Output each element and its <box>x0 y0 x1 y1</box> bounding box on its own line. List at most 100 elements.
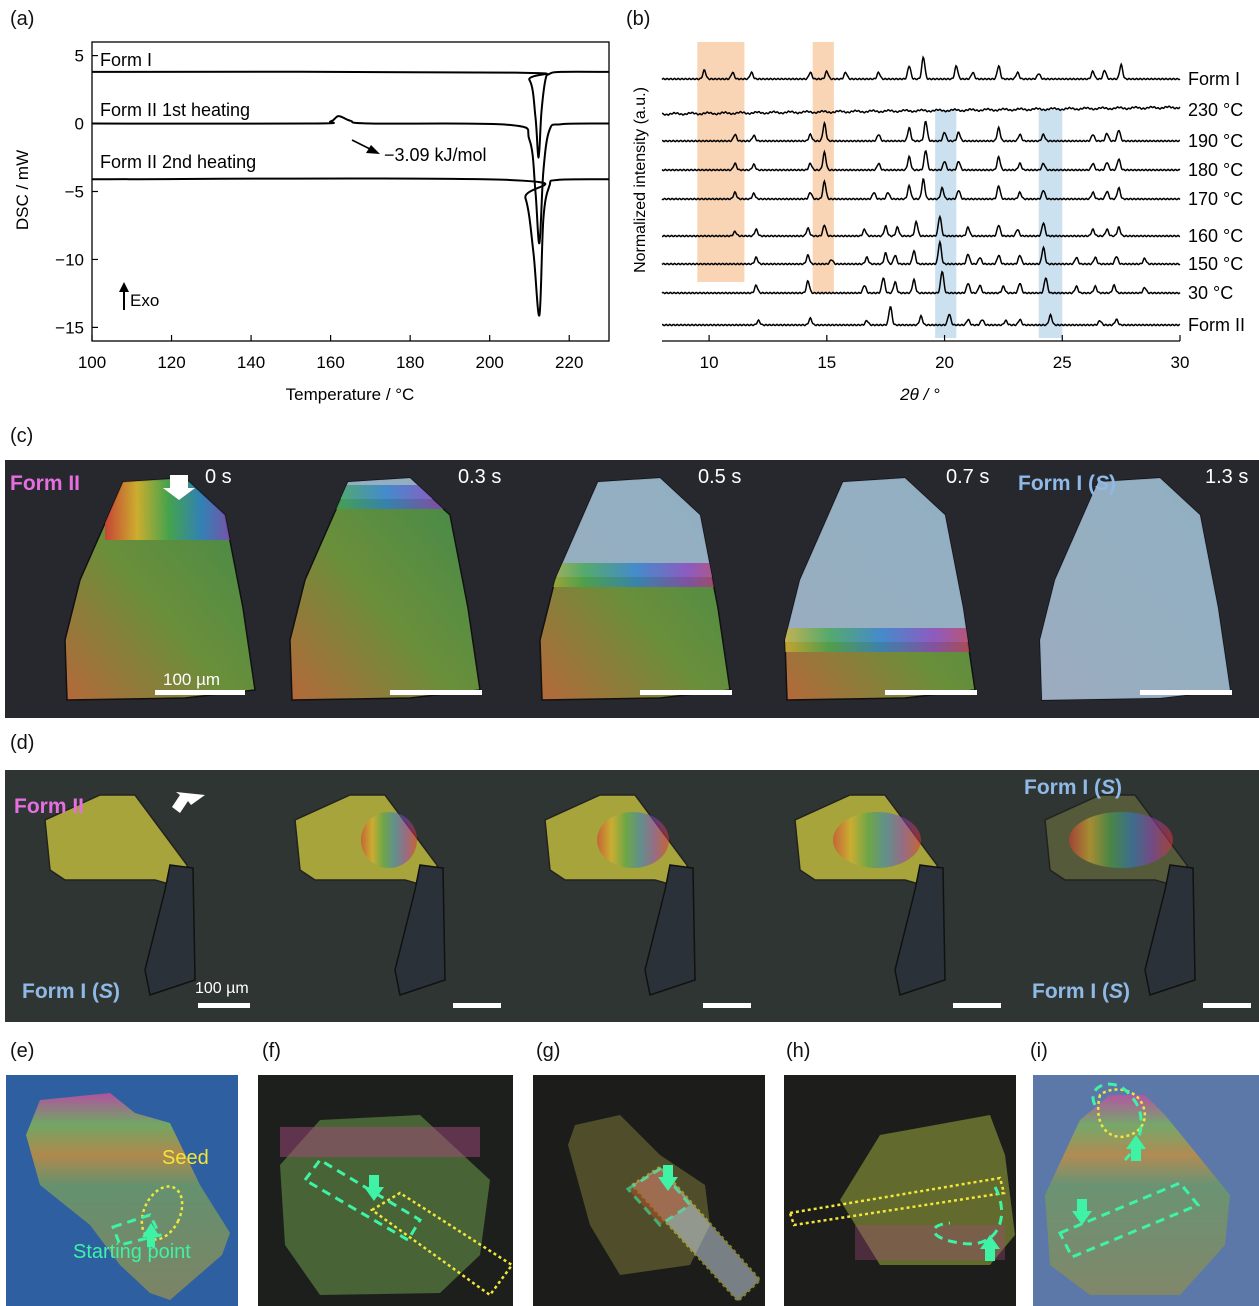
start-arrow-i-1 <box>1126 1135 1146 1161</box>
pxrd-series-labels: Form I 230 °C 190 °C 180 °C 170 °C 160 °C 150 … <box>1188 69 1245 335</box>
pxrd-axis-ticks: 10 15 20 25 30 <box>700 335 1190 372</box>
pxrd-xtick-label: 20 <box>935 353 954 372</box>
pxrd-xtick-label: 25 <box>1053 353 1072 372</box>
dsc-ytick-label: −15 <box>55 318 84 337</box>
start-outline-f <box>302 1158 423 1243</box>
c-scale-bar <box>1140 690 1232 695</box>
dsc-xtick-label: 180 <box>396 353 424 372</box>
d-transform-front <box>361 812 417 868</box>
c-scale-bar <box>390 690 482 695</box>
micrograph-strip-bottom <box>6 1075 1259 1306</box>
pxrd-series-4 <box>661 177 1181 201</box>
c-scale-bar <box>885 690 977 695</box>
d-scale-bar <box>453 1003 501 1008</box>
pxrd-series-label: Form I <box>1188 69 1240 89</box>
d-seed-crystal <box>644 864 696 996</box>
d-seed-crystal <box>394 864 446 996</box>
d-transform-front <box>597 812 669 868</box>
enthalpy-annotation: −3.09 kJ/mol <box>384 145 487 165</box>
d-frame-1 <box>294 794 501 1008</box>
c-arrow-icon <box>163 475 195 500</box>
pxrd-series-label: 230 °C <box>1188 100 1243 120</box>
start-outline-e <box>111 1213 163 1247</box>
pxrd-patterns <box>661 55 1181 327</box>
d-form1s-label-bottom-right: Form I (S) <box>1032 980 1131 1003</box>
panel-label-e: (e) <box>10 1040 35 1062</box>
micrograph-d-frames <box>44 792 1251 1008</box>
crystal-f <box>280 1115 490 1295</box>
series-label-form2-2nd: Form II 2nd heating <box>100 152 256 172</box>
crystal-e <box>26 1093 230 1300</box>
pxrd-series-2 <box>661 120 1180 143</box>
pxrd-series-1 <box>661 105 1181 117</box>
pxrd-xtick-label: 30 <box>1171 353 1190 372</box>
pxrd-xtick-label: 10 <box>700 353 719 372</box>
enthalpy-arrow-head <box>366 145 380 154</box>
dsc-xtick-label: 220 <box>555 353 583 372</box>
d-scale-bar <box>1203 1003 1251 1008</box>
panel-label-a: (a) <box>10 8 35 30</box>
pxrd-highlight-bands <box>697 42 1063 338</box>
d-form2-crystal <box>44 794 191 892</box>
d-frame-3 <box>794 794 1001 1008</box>
dsc-xtick-label: 160 <box>316 353 344 372</box>
panel-label-c: (c) <box>10 425 34 447</box>
d-form1s-label-left: Form I (S) <box>22 980 121 1003</box>
c-scale-bar-label: 100 µm <box>163 670 221 689</box>
c-form1s-label: Form I (S) <box>1018 472 1117 495</box>
d-scale-bar <box>703 1003 751 1008</box>
d-transform-front <box>833 812 921 868</box>
start-arrow-g <box>658 1165 678 1191</box>
pxrd-series-6 <box>661 239 1181 266</box>
panel-label-h: (h) <box>786 1040 811 1062</box>
series-label-form1: Form I <box>100 50 152 70</box>
dsc-xlabel: Temperature / °C <box>286 385 415 404</box>
c-scale-bar <box>155 690 245 695</box>
pxrd-series-0 <box>661 55 1181 81</box>
pxrd-series-3 <box>661 149 1181 172</box>
dsc-ylabel: DSC / mW <box>13 150 32 230</box>
dsc-xtick-label: 120 <box>157 353 185 372</box>
micrograph-strip-c <box>5 460 1259 718</box>
d-frame-2 <box>544 794 751 1008</box>
d-form2-label: Form II <box>14 795 85 818</box>
pxrd-series-label: 150 °C <box>1188 254 1243 274</box>
d-scale-bar <box>198 1003 250 1008</box>
panel-label-f: (f) <box>262 1040 281 1062</box>
dsc-ytick-label: −5 <box>65 183 84 202</box>
start-outline-i-bottom <box>1057 1181 1201 1259</box>
pxrd-series-label: 160 °C <box>1188 226 1243 246</box>
dsc-xtick-label: 100 <box>78 353 106 372</box>
c-time-4: 1.3 s <box>1205 466 1249 488</box>
d-scale-bar <box>953 1003 1001 1008</box>
d-scale-bar-label: 100 µm <box>195 980 249 997</box>
c-form2-label: Form II <box>10 472 81 495</box>
pxrd-chart: 10 15 20 25 30 2θ / ° Normalized intensity (… <box>632 42 1245 404</box>
c-transition-front <box>540 563 730 587</box>
exo-arrow-head <box>119 282 129 292</box>
exo-label: Exo <box>130 291 159 310</box>
c-scale-bar <box>640 690 732 695</box>
dsc-ytick-label: −10 <box>55 250 84 269</box>
c-time-2: 0.5 s <box>698 466 742 488</box>
pxrd-series-label: Form II <box>1188 315 1245 335</box>
pxrd-series-label: 180 °C <box>1188 160 1243 180</box>
pxrd-series-label: 170 °C <box>1188 189 1243 209</box>
panel-label-g: (g) <box>536 1040 561 1062</box>
d-arrow-icon <box>172 792 205 813</box>
series-label-form2-1st: Form II 1st heating <box>100 100 250 120</box>
panel-label-i: (i) <box>1030 1040 1048 1062</box>
crystal-f-band <box>280 1127 480 1157</box>
seed-label: Seed <box>162 1147 209 1169</box>
orange-highlight-band <box>697 42 745 282</box>
dsc-series-0 <box>91 70 610 159</box>
seed-outline-h <box>788 1176 1006 1227</box>
enthalpy-arrow-shaft <box>351 139 373 151</box>
c-time-1: 0.3 s <box>458 466 502 488</box>
micrograph-strip-d <box>5 770 1259 1022</box>
start-arrow-i-2 <box>1072 1199 1092 1225</box>
d-transform-front <box>1069 812 1173 868</box>
orange-highlight-band <box>812 42 834 292</box>
dsc-series-2 <box>91 177 610 317</box>
pxrd-xtick-label: 15 <box>817 353 836 372</box>
